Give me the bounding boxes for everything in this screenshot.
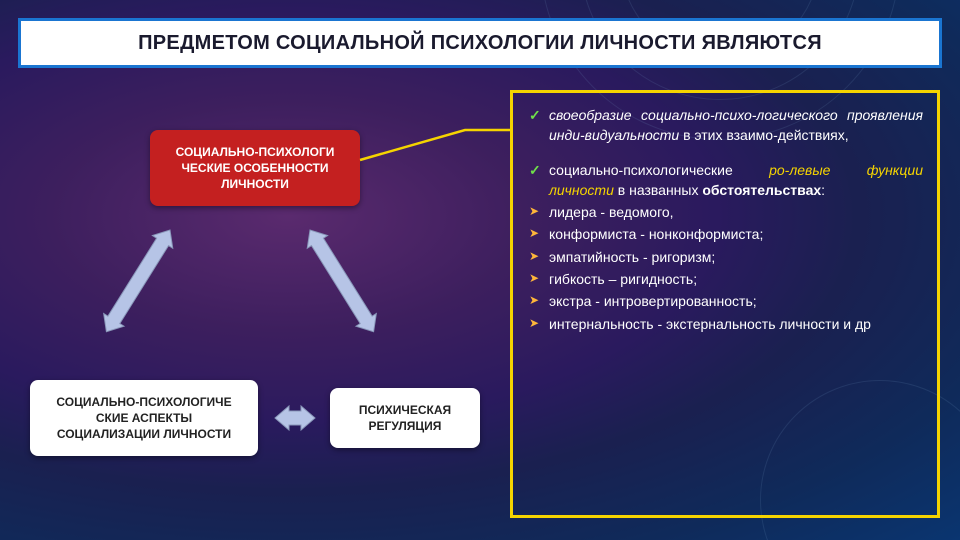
callout-list: своеобразие социально-психо-логического … xyxy=(527,105,923,334)
callout-item: своеобразие социально-психо-логического … xyxy=(527,105,923,146)
callout-item: конформиста - нонконформиста; xyxy=(527,224,923,244)
callout-box: своеобразие социально-психо-логического … xyxy=(510,90,940,518)
callout-item: интернальность - экстернальность личност… xyxy=(527,314,923,334)
callout-item: эмпатийность - ригоризм; xyxy=(527,247,923,267)
callout-item: экстра - интровертированность; xyxy=(527,291,923,311)
callout-item: лидера - ведомого, xyxy=(527,202,923,222)
callout-item: гибкость – ригидность; xyxy=(527,269,923,289)
callout-item: социально-психологические ро-левые функц… xyxy=(527,160,923,201)
